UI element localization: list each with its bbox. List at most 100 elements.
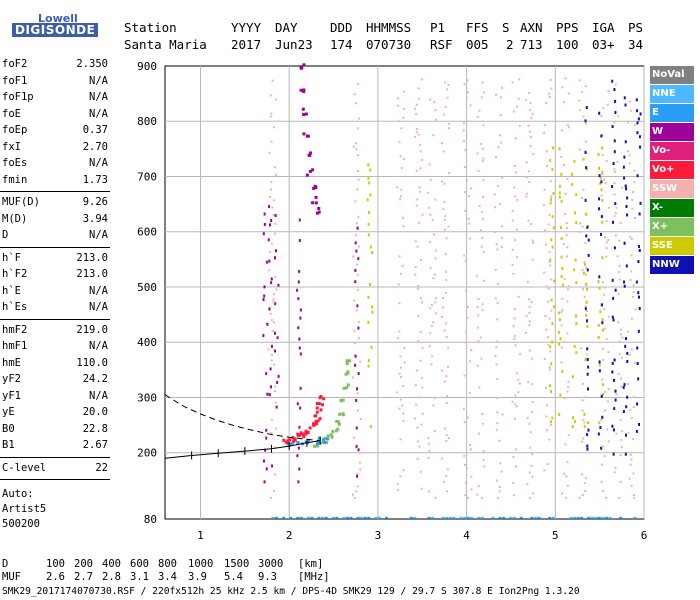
ssw-echo bbox=[446, 395, 449, 398]
ssw-echo bbox=[579, 109, 582, 112]
nnw-echo bbox=[624, 452, 627, 456]
w-echo bbox=[276, 380, 279, 384]
ssw-echo bbox=[607, 90, 610, 93]
ssw-echo bbox=[469, 443, 472, 446]
ssw-echo bbox=[477, 169, 480, 172]
ssw-echo bbox=[620, 385, 623, 388]
param-value: 22.8 bbox=[82, 422, 108, 435]
legend-item: NoVal bbox=[650, 66, 694, 84]
w-echo bbox=[262, 459, 265, 463]
param-name: D bbox=[2, 229, 9, 241]
ssw-echo bbox=[434, 397, 437, 400]
sse-echo bbox=[367, 211, 370, 215]
trace-echo bbox=[308, 426, 312, 430]
ground-echo bbox=[441, 516, 445, 519]
ssw-echo bbox=[420, 78, 423, 81]
ssw-echo bbox=[579, 222, 582, 225]
ssw-echo bbox=[567, 285, 570, 288]
w-echo bbox=[298, 467, 301, 471]
ssw-echo bbox=[528, 496, 531, 499]
ssw-echo bbox=[402, 116, 405, 119]
ssw-echo bbox=[462, 129, 465, 132]
ssw-echo bbox=[356, 188, 359, 191]
ssw-echo bbox=[601, 134, 604, 137]
ssw-echo bbox=[605, 246, 608, 249]
w-echo bbox=[275, 405, 278, 409]
ssw-echo bbox=[564, 443, 567, 446]
muf-table-cell: 200 bbox=[74, 558, 93, 570]
ssw-echo bbox=[469, 104, 472, 107]
ssw-echo bbox=[416, 198, 419, 201]
ssw-echo bbox=[511, 81, 514, 84]
sse-echo bbox=[549, 197, 552, 201]
ground-echo bbox=[633, 516, 637, 519]
param-row: fxI 2.70 bbox=[2, 141, 108, 155]
ssw-echo bbox=[605, 241, 608, 244]
ssw-echo bbox=[442, 113, 445, 116]
ssw-echo bbox=[630, 270, 633, 273]
w-echo bbox=[265, 428, 268, 432]
nnw-echo bbox=[622, 410, 625, 414]
lowell-logo-text: Lowell bbox=[38, 12, 78, 25]
ssw-echo bbox=[498, 439, 501, 442]
ssw-echo bbox=[528, 422, 531, 425]
ssw-echo bbox=[274, 446, 277, 449]
ssw-echo bbox=[564, 192, 567, 195]
w-echo bbox=[354, 363, 357, 367]
ssw-echo bbox=[511, 400, 514, 403]
sse-echo bbox=[371, 310, 374, 314]
ssw-echo bbox=[478, 205, 481, 208]
ground-echo bbox=[491, 516, 495, 519]
trace-echo bbox=[338, 412, 342, 416]
sse-echo bbox=[601, 317, 604, 321]
ssw-echo bbox=[353, 436, 356, 439]
ssw-echo bbox=[496, 318, 499, 321]
ssw-echo bbox=[628, 477, 631, 480]
nnw-echo bbox=[600, 394, 603, 398]
ssw-echo bbox=[483, 91, 486, 94]
sse-echo bbox=[560, 225, 563, 229]
w-echo bbox=[270, 277, 273, 281]
sse-echo bbox=[585, 313, 588, 317]
nnw-echo bbox=[624, 103, 627, 107]
w-echo bbox=[354, 280, 357, 284]
trace-echo bbox=[318, 417, 322, 421]
sse-echo bbox=[367, 359, 370, 363]
ssw-echo bbox=[562, 243, 565, 246]
ssw-echo bbox=[414, 384, 417, 387]
param-name: yF1 bbox=[2, 389, 21, 402]
ssw-echo bbox=[466, 416, 469, 419]
nnw-echo bbox=[626, 395, 629, 399]
ssw-echo bbox=[567, 381, 570, 384]
ssw-echo bbox=[444, 215, 447, 218]
ssw-echo bbox=[483, 465, 486, 468]
param-row: h`F2 213.0 bbox=[2, 268, 108, 282]
ssw-echo bbox=[417, 284, 420, 287]
ssw-echo bbox=[462, 140, 465, 143]
header-value: 174 bbox=[330, 37, 353, 52]
ssw-echo bbox=[481, 218, 484, 221]
nnw-echo bbox=[586, 225, 589, 229]
nnw-echo bbox=[625, 433, 628, 437]
legend: NoVal NNE E W Vo- Vo+ SSW X- X+ SSE NNW bbox=[650, 66, 694, 275]
trace-echo bbox=[304, 432, 308, 436]
ssw-echo bbox=[463, 191, 466, 194]
w-echo bbox=[354, 268, 357, 272]
nnw-echo bbox=[636, 361, 639, 365]
param-value: 24.2 bbox=[82, 373, 108, 385]
w-echo bbox=[357, 257, 360, 261]
nnw-echo bbox=[586, 268, 589, 272]
ssw-echo bbox=[550, 309, 553, 312]
ssw-echo bbox=[358, 245, 361, 248]
ssw-echo bbox=[270, 359, 273, 362]
ssw-echo bbox=[550, 424, 553, 427]
trace-echo bbox=[301, 432, 305, 436]
trace-echo bbox=[317, 210, 321, 214]
ssw-echo bbox=[601, 378, 604, 381]
ssw-echo bbox=[427, 436, 430, 439]
sse-echo bbox=[551, 168, 554, 172]
trace-echo bbox=[331, 429, 335, 433]
ssw-echo bbox=[614, 212, 617, 215]
trace-echo bbox=[345, 359, 349, 363]
legend-item: Vo- bbox=[650, 142, 694, 160]
